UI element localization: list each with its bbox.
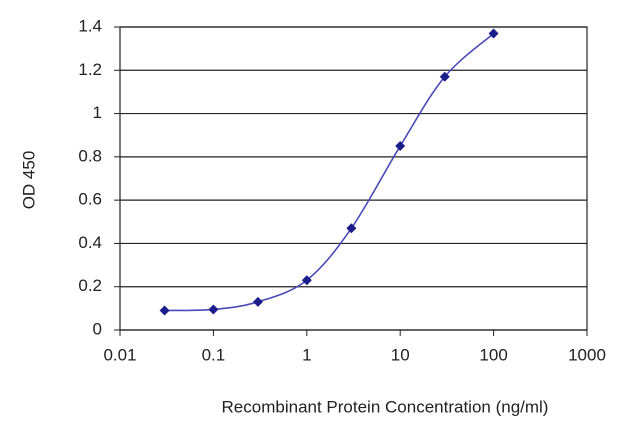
x-tick-label: 10 xyxy=(391,345,410,364)
y-tick-label: 1.2 xyxy=(78,60,102,79)
data-point xyxy=(395,141,406,152)
y-tick-label: 0 xyxy=(93,319,102,338)
x-axis-label: Recombinant Protein Concentration (ng/ml… xyxy=(222,397,549,416)
data-point xyxy=(301,275,312,286)
x-tick-label: 0.1 xyxy=(202,345,226,364)
x-tick-label: 1 xyxy=(302,345,311,364)
y-tick-label: 0.4 xyxy=(78,233,102,252)
data-point xyxy=(252,296,263,307)
x-tick-label: 0.01 xyxy=(103,345,136,364)
plot-frame xyxy=(119,26,588,331)
data-point xyxy=(346,223,357,234)
y-tick-label: 0.8 xyxy=(78,146,102,165)
y-tick-label: 0.2 xyxy=(78,276,102,295)
data-point xyxy=(208,304,219,315)
data-point xyxy=(488,28,499,39)
y-tick-label: 0.6 xyxy=(78,190,102,209)
series-line xyxy=(164,32,495,312)
y-tick-label: 1 xyxy=(93,103,102,122)
x-tick-label: 100 xyxy=(479,345,507,364)
y-axis-label: OD 450 xyxy=(19,151,38,210)
y-tick-label: 1.4 xyxy=(78,16,102,35)
data-point xyxy=(159,305,170,316)
data-point xyxy=(439,71,450,82)
x-tick-label: 1000 xyxy=(568,345,606,364)
